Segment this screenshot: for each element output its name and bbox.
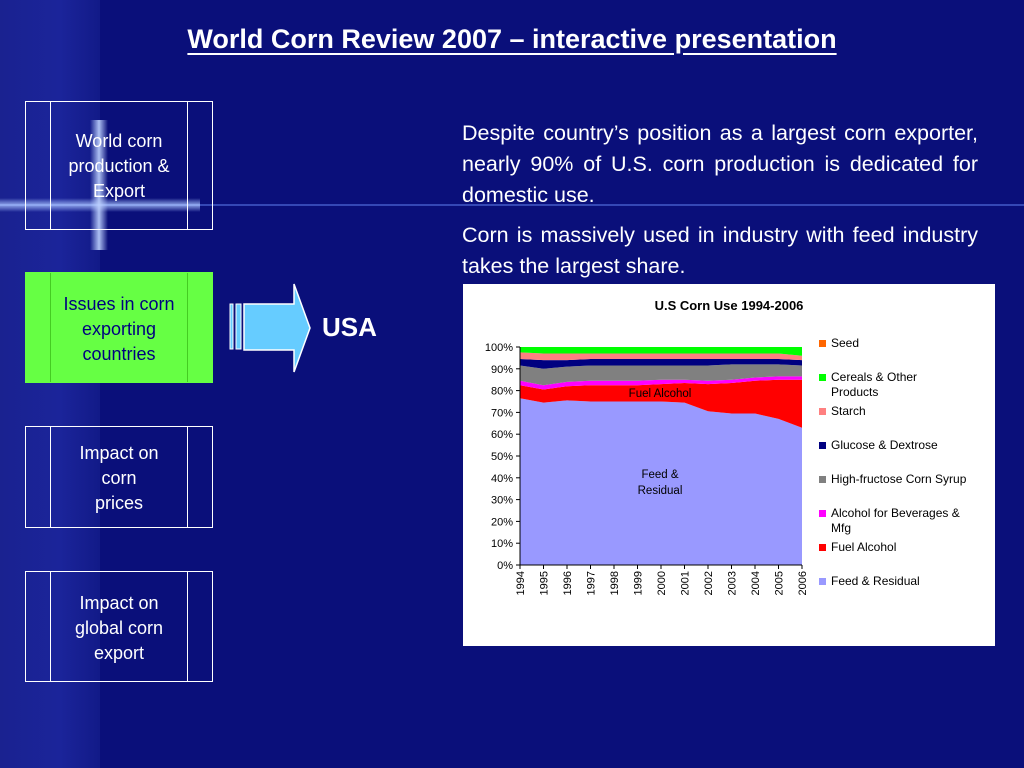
page-title: World Corn Review 2007 – interactive pre… [187, 24, 837, 54]
nav-label-line: global corn [74, 618, 164, 638]
legend-swatch [819, 340, 826, 347]
nav-impact-corn-prices[interactable]: Impact on corn prices [25, 426, 213, 528]
nav-label-line: export [93, 643, 145, 663]
nav-label-line: World corn [75, 131, 163, 151]
y-tick-label: 90% [491, 364, 513, 376]
nav-label-line: Export [92, 181, 146, 201]
annotation-feed-residual: Feed & Residual [638, 469, 683, 497]
y-tick-label: 80% [491, 386, 513, 398]
legend-swatch [819, 408, 826, 415]
nav-label-line: countries [82, 344, 156, 364]
right-arrow-icon [229, 283, 311, 373]
y-tick-label: 60% [491, 429, 513, 441]
x-tick-label: 1994 [515, 571, 527, 595]
y-tick-label: 40% [491, 473, 513, 485]
legend-label: Feed & Residual [831, 574, 920, 588]
legend-label: Seed [831, 336, 859, 350]
y-tick-label: 100% [485, 342, 513, 354]
legend-swatch [819, 510, 826, 517]
legend-label: Cereals & Other Products [831, 370, 917, 399]
legend-label: Starch [831, 404, 866, 418]
paragraph-export: Despite country’s position as a largest … [462, 121, 978, 207]
nav-world-corn-production[interactable]: World corn production & Export [25, 101, 213, 230]
x-tick-label: 2004 [750, 571, 762, 595]
y-tick-label: 70% [491, 407, 513, 419]
x-tick-label: 1997 [586, 571, 598, 595]
nav-issues-corn-exporting[interactable]: Issues in corn exporting countries [25, 272, 213, 383]
x-tick-label: 2005 [774, 571, 786, 595]
legend-swatch [819, 442, 826, 449]
background-line [0, 204, 1024, 206]
nav-label-line: prices [94, 493, 143, 513]
legend-swatch [819, 578, 826, 585]
nav-impact-global-corn-export[interactable]: Impact on global corn export [25, 571, 213, 682]
area-high-fructose-corn-syrup [520, 364, 802, 386]
nav-label-line: exporting [81, 319, 157, 339]
y-tick-label: 0% [497, 560, 513, 572]
x-tick-label: 1995 [539, 571, 551, 595]
section-label: USA [322, 312, 377, 342]
x-tick-label: 2000 [656, 571, 668, 595]
chart-panel: U.S Corn Use 1994-2006 0% 10% 20% 30% 40% 50% 6… [463, 284, 995, 646]
x-tick-label: 2002 [703, 571, 715, 595]
area-alcohol-for-beverages-mfg [520, 376, 802, 390]
y-tick-label: 20% [491, 516, 513, 528]
nav-label-line: production & [68, 156, 170, 176]
area-starch [520, 352, 802, 361]
legend-swatch [819, 476, 826, 483]
annotation-fuel-alcohol: Fuel Alcohol [629, 388, 692, 400]
y-tick-label: 10% [491, 538, 513, 550]
nav-label-line: Impact on [79, 593, 159, 613]
y-tick-label: 50% [491, 451, 513, 463]
background-glow-vertical [90, 120, 108, 250]
legend-swatch [819, 374, 826, 381]
legend-label: Alcohol for Beverages & Mfg [831, 506, 960, 535]
area-cereals-other-products [520, 347, 802, 356]
x-tick-label: 1998 [609, 571, 621, 595]
nav-label-line: Issues in corn [63, 294, 175, 314]
legend-label: Glucose & Dextrose [831, 438, 938, 452]
paragraph-industry: Corn is massively used in industry with … [462, 223, 978, 278]
legend-label: Fuel Alcohol [831, 540, 896, 554]
y-tick-label: 30% [491, 495, 513, 507]
x-tick-label: 2006 [797, 571, 809, 595]
x-tick-label: 1996 [562, 571, 574, 595]
nav-label-line: corn [101, 468, 137, 488]
x-tick-label: 2001 [680, 571, 692, 595]
nav-label-line: Impact on [79, 443, 159, 463]
legend-label: High-fructose Corn Syrup [831, 472, 967, 486]
x-tick-label: 1999 [633, 571, 645, 595]
corn-use-chart: U.S Corn Use 1994-2006 0% 10% 20% 30% 40% 50% 6… [485, 298, 967, 595]
x-tick-label: 2003 [727, 571, 739, 595]
area-glucose-dextrose [520, 359, 802, 369]
area-fuel-alcohol [520, 379, 802, 428]
legend-swatch [819, 544, 826, 551]
chart-title: U.S Corn Use 1994-2006 [655, 298, 804, 313]
area-feed-residual [520, 398, 802, 565]
